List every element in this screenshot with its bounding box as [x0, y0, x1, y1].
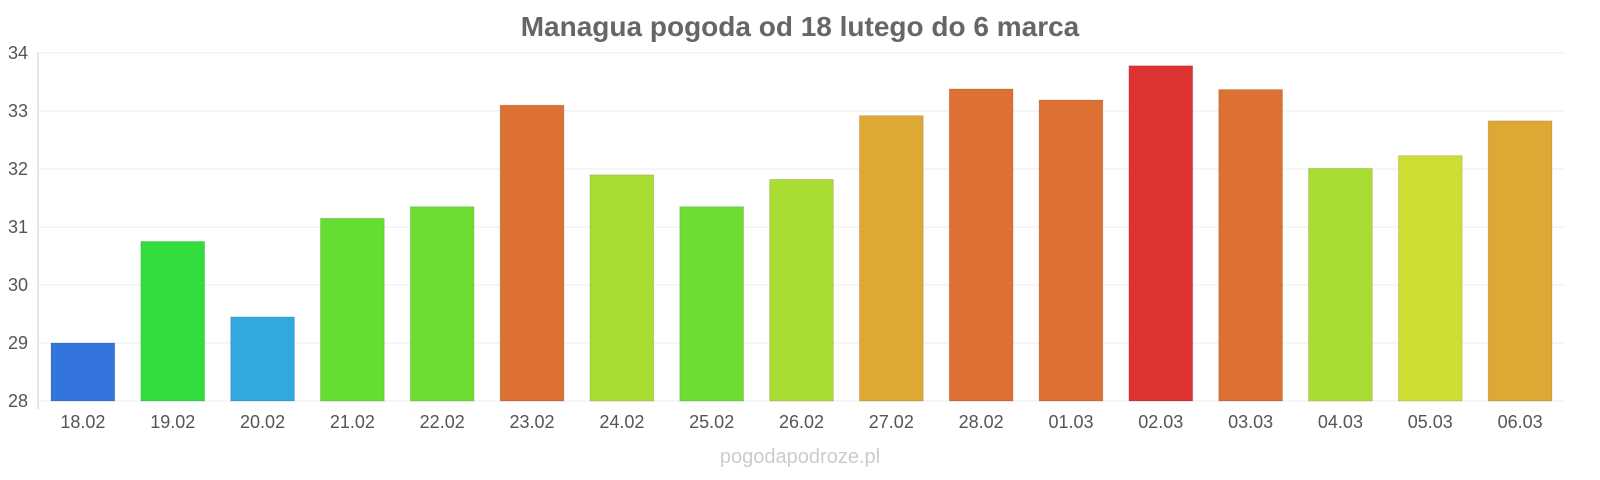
bar-01.03 — [1038, 99, 1104, 402]
y-tick-label: 33 — [8, 101, 28, 121]
bar-05.03 — [1397, 155, 1463, 402]
x-tick-label: 18.02 — [60, 412, 105, 432]
x-tick-label: 02.03 — [1138, 412, 1183, 432]
x-tick-label: 26.02 — [779, 412, 824, 432]
bar-19.02 — [140, 241, 206, 402]
x-tick-label: 24.02 — [599, 412, 644, 432]
bar-22.02 — [409, 206, 475, 402]
bar-25.02 — [679, 206, 745, 402]
x-tick-label: 01.03 — [1048, 412, 1093, 432]
bar-28.02 — [948, 88, 1014, 402]
bar-04.03 — [1308, 167, 1373, 402]
bar-02.03 — [1128, 65, 1194, 402]
x-tick-label: 21.02 — [330, 412, 375, 432]
bars-layer — [50, 65, 1553, 402]
x-tick-label: 28.02 — [959, 412, 1004, 432]
bar-03.03 — [1218, 89, 1283, 402]
watermark: pogodapodroze.pl — [720, 446, 880, 468]
y-tick-label: 29 — [8, 333, 28, 353]
y-tick-label: 31 — [8, 217, 28, 237]
y-tick-label: 30 — [8, 275, 28, 295]
bar-06.03 — [1487, 120, 1553, 402]
x-tick-label: 20.02 — [240, 412, 285, 432]
x-tick-label: 03.03 — [1228, 412, 1273, 432]
x-tick-labels: 18.02 19.02 20.02 21.02 22.02 23.02 24.02 25.02… — [60, 412, 1542, 432]
bar-24.02 — [589, 174, 655, 402]
bar-23.02 — [499, 104, 565, 402]
y-tick-label: 34 — [8, 43, 28, 63]
bar-20.02 — [230, 316, 295, 402]
y-tick-label: 32 — [8, 159, 28, 179]
bar-21.02 — [320, 217, 385, 402]
x-tick-label: 04.03 — [1318, 412, 1363, 432]
x-tick-label: 22.02 — [420, 412, 465, 432]
x-tick-label: 06.03 — [1498, 412, 1543, 432]
y-tick-label: 28 — [8, 391, 28, 411]
chart-title: Managua pogoda od 18 lutego do 6 marca — [521, 11, 1080, 42]
x-tick-label: 19.02 — [150, 412, 195, 432]
bar-27.02 — [858, 115, 924, 402]
bar-18.02 — [50, 342, 116, 402]
x-tick-label: 23.02 — [510, 412, 555, 432]
bar-26.02 — [769, 178, 834, 402]
x-tick-label: 27.02 — [869, 412, 914, 432]
x-tick-label: 05.03 — [1408, 412, 1453, 432]
x-tick-label: 25.02 — [689, 412, 734, 432]
